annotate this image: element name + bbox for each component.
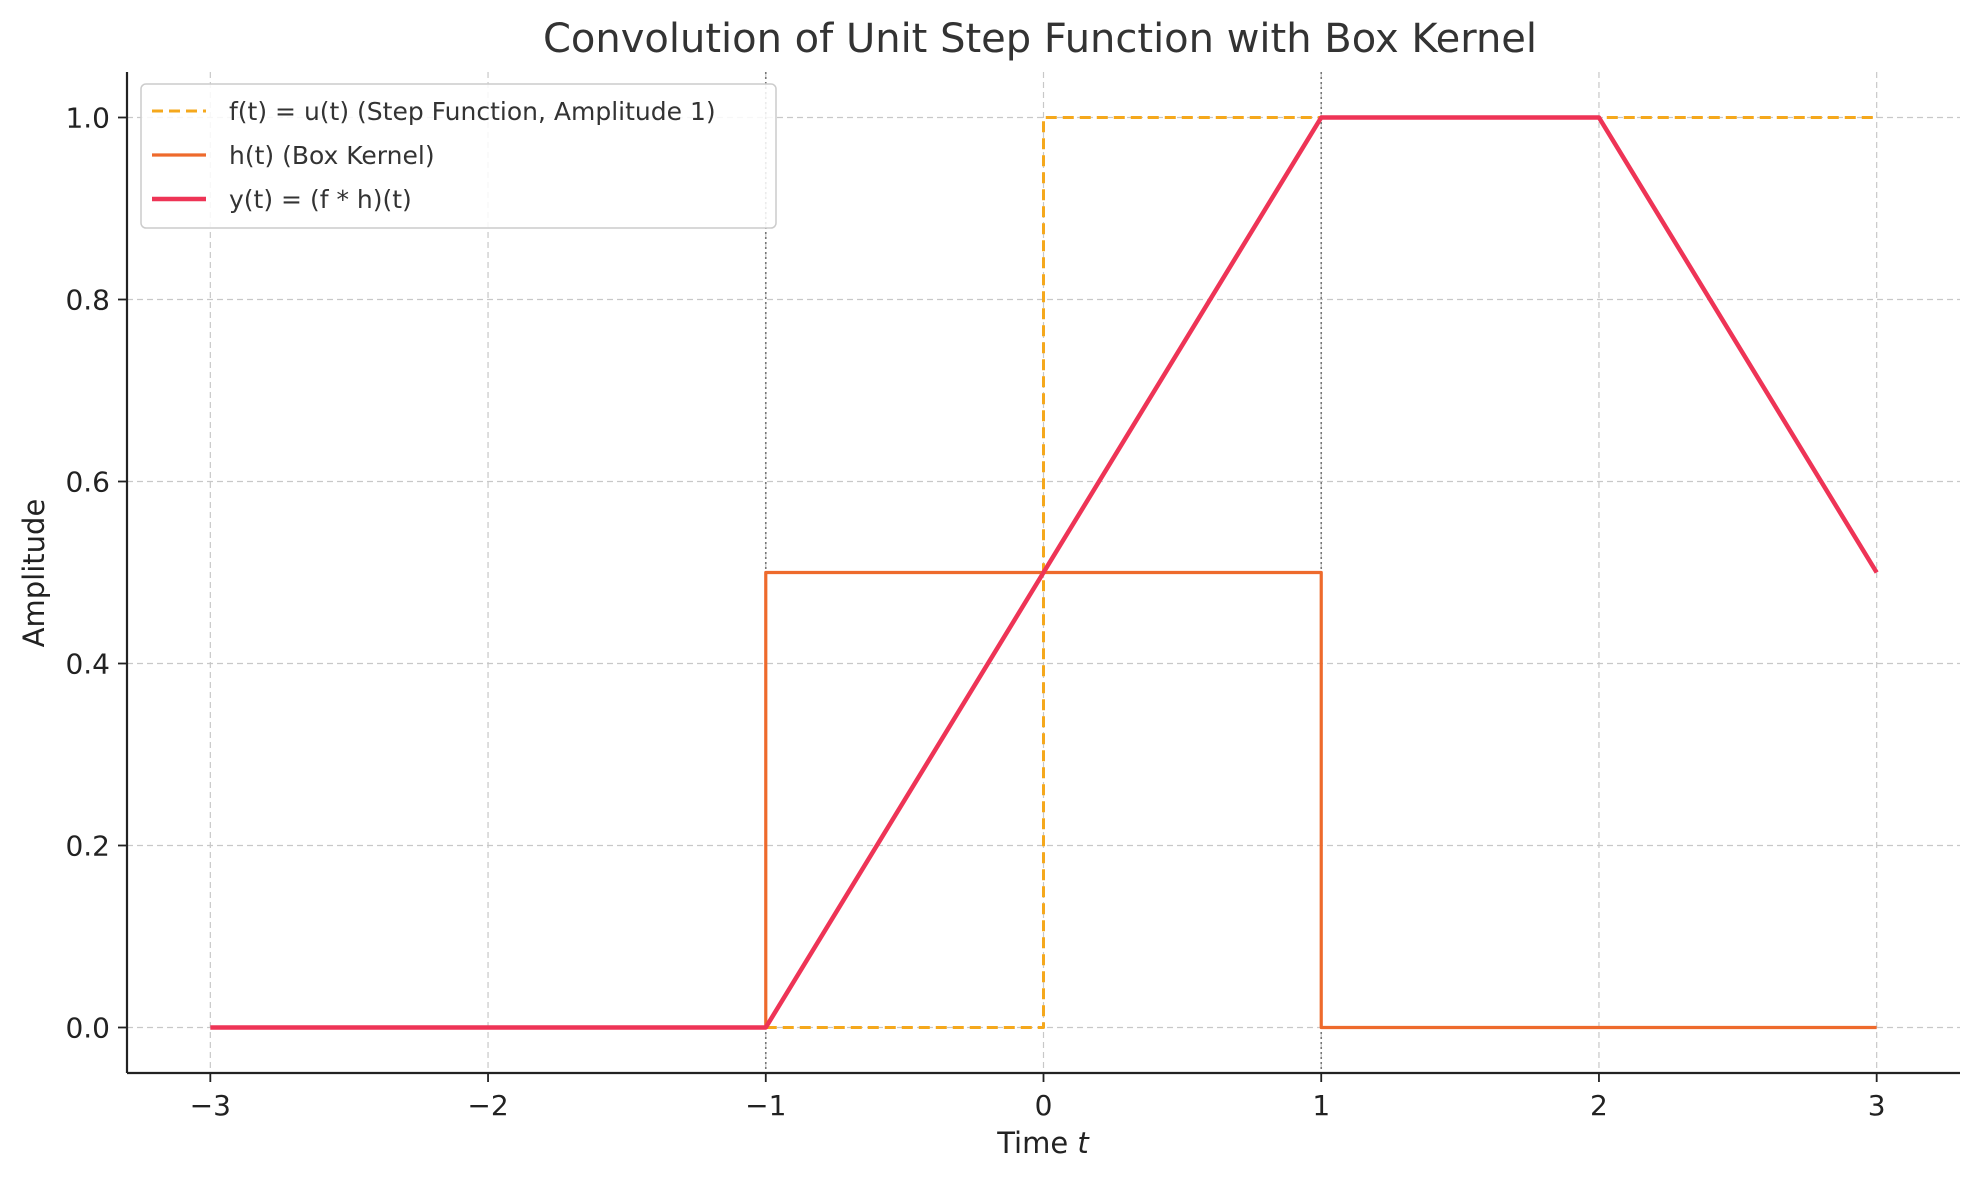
x-tick-label: −3 <box>190 1089 231 1122</box>
legend-frame <box>140 83 777 229</box>
series-line-2 <box>764 570 1877 1030</box>
x-tick-label: −1 <box>745 1089 786 1122</box>
y-ticks: 0.0 0.2 0.4 0.6 0.8 1.0 <box>65 102 127 1045</box>
x-tick-label: −2 <box>467 1089 508 1122</box>
series-layer <box>210 115 1879 1030</box>
x-axis-label: Time t <box>996 1126 1090 1160</box>
y-tick-label: 0.6 <box>65 466 110 499</box>
legend: f(t) = u(t) (Step Function, Amplitude 1)… <box>140 83 777 229</box>
y-tick-label: 0.0 <box>65 1012 110 1045</box>
x-tick-label: 3 <box>1868 1089 1886 1122</box>
y-tick-label: 1.0 <box>65 102 110 135</box>
chart-title: Convolution of Unit Step Function with B… <box>543 16 1537 62</box>
x-tick-label: 0 <box>1035 1089 1053 1122</box>
y-tick-label: 0.8 <box>65 284 110 317</box>
series-line-3 <box>210 115 1879 1030</box>
legend-label: y(t) = (f * h)(t) <box>229 185 412 214</box>
y-axis-label: Amplitude <box>17 499 51 648</box>
legend-label: f(t) = u(t) (Step Function, Amplitude 1) <box>229 97 716 126</box>
legend-label: h(t) (Box Kernel) <box>229 141 435 170</box>
x-tick-label: 1 <box>1312 1089 1330 1122</box>
x-tick-label: 2 <box>1590 1089 1608 1122</box>
y-tick-label: 0.2 <box>65 830 110 863</box>
x-ticks: −3 −2 −1 0 1 2 3 <box>190 1073 1886 1122</box>
y-tick-label: 0.4 <box>65 648 110 681</box>
